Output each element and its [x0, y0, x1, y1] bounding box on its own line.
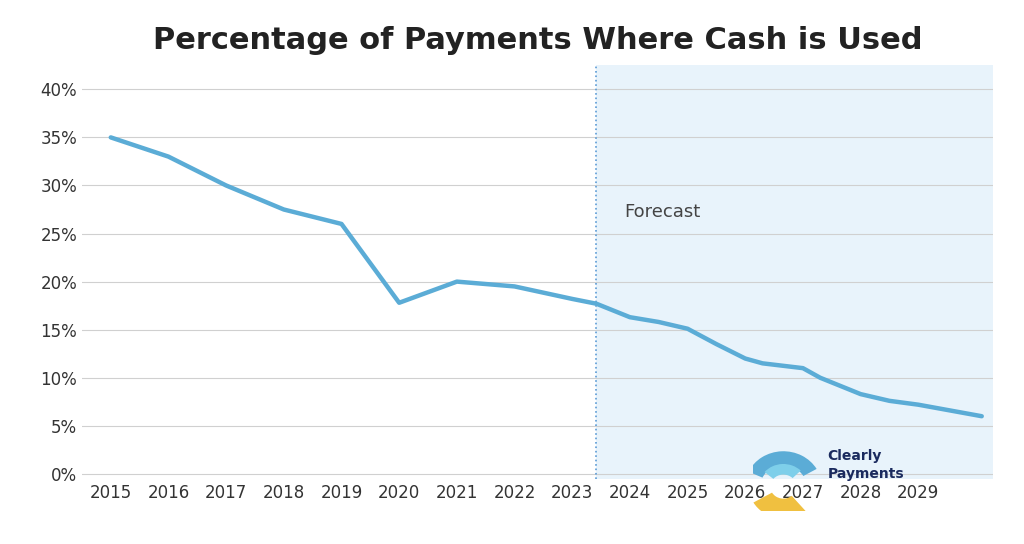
Wedge shape [754, 493, 806, 518]
Text: Clearly
Payments: Clearly Payments [827, 449, 904, 481]
Wedge shape [749, 452, 816, 478]
Bar [596, 65, 993, 479]
Wedge shape [765, 464, 801, 479]
Text: Forecast: Forecast [624, 203, 700, 221]
Title: Percentage of Payments Where Cash is Used: Percentage of Payments Where Cash is Use… [153, 26, 923, 54]
